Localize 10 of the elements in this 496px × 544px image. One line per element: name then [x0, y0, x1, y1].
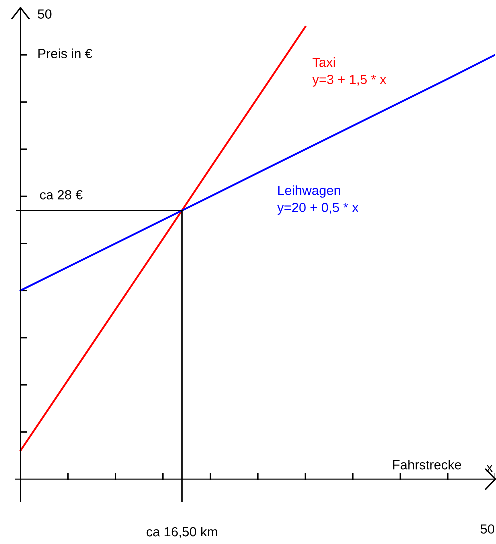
- text: ca 16,50 km: [146, 527, 218, 538]
- x-axis-title: Fahrstrecke: [393, 460, 462, 470]
- y-axis-title: Preis in €: [38, 48, 92, 58]
- text: 50: [38, 10, 52, 19]
- legend-label: ca 28 €: [40, 190, 83, 200]
- annotation: y=3 + 1,5 * x: [312, 74, 386, 87]
- series-label: Taxi: [312, 58, 336, 68]
- text: 50: [480, 524, 495, 534]
- annotation: y=20 + 0,5 * x: [277, 203, 359, 215]
- series-label: Leihwagen: [278, 186, 340, 198]
